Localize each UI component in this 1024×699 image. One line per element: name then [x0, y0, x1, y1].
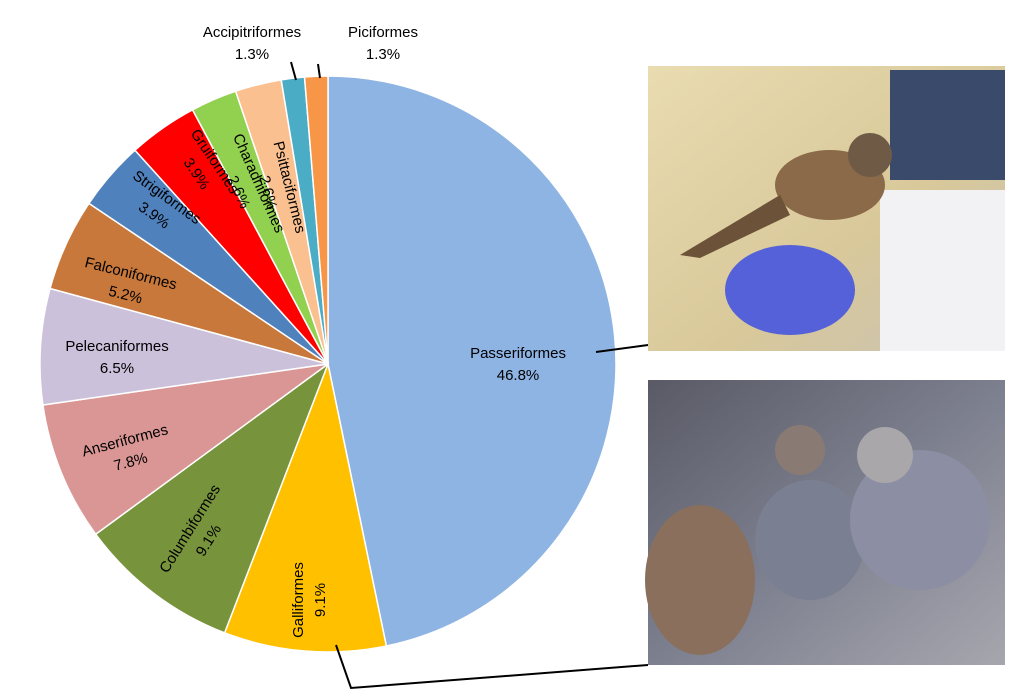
leader-lines — [290, 61, 649, 690]
category-label: Passeriformes — [470, 345, 566, 362]
value-label: 1.3% — [366, 46, 400, 63]
photo-sparrow — [648, 66, 1005, 351]
photo-partridges — [645, 380, 1005, 665]
pie-slice — [223, 361, 388, 653]
pie — [39, 75, 617, 653]
slice-label: Accipitriformes 1.3% — [203, 24, 301, 63]
slice-label: Galliformes 9.1% — [290, 562, 329, 638]
value-label: 1.3% — [235, 46, 269, 63]
slice-label: Pelecaniformes 6.5% — [65, 338, 168, 377]
pie-slice — [39, 287, 329, 406]
value-label: 46.8% — [497, 367, 540, 384]
pie-slice — [94, 361, 330, 634]
slice-label: Piciformes 1.3% — [348, 24, 418, 63]
slice-label: Passeriformes 46.8% — [470, 345, 566, 384]
category-label: Galliformes — [290, 562, 307, 638]
category-label: Piciformes — [348, 24, 418, 41]
pie-slice — [327, 75, 617, 647]
value-label: 6.5% — [100, 360, 134, 377]
category-label: Accipitriformes — [203, 24, 301, 41]
pie-slice — [303, 75, 329, 365]
value-label: 9.1% — [312, 583, 329, 617]
pie-slice — [42, 363, 329, 536]
category-label: Pelecaniformes — [65, 338, 168, 355]
